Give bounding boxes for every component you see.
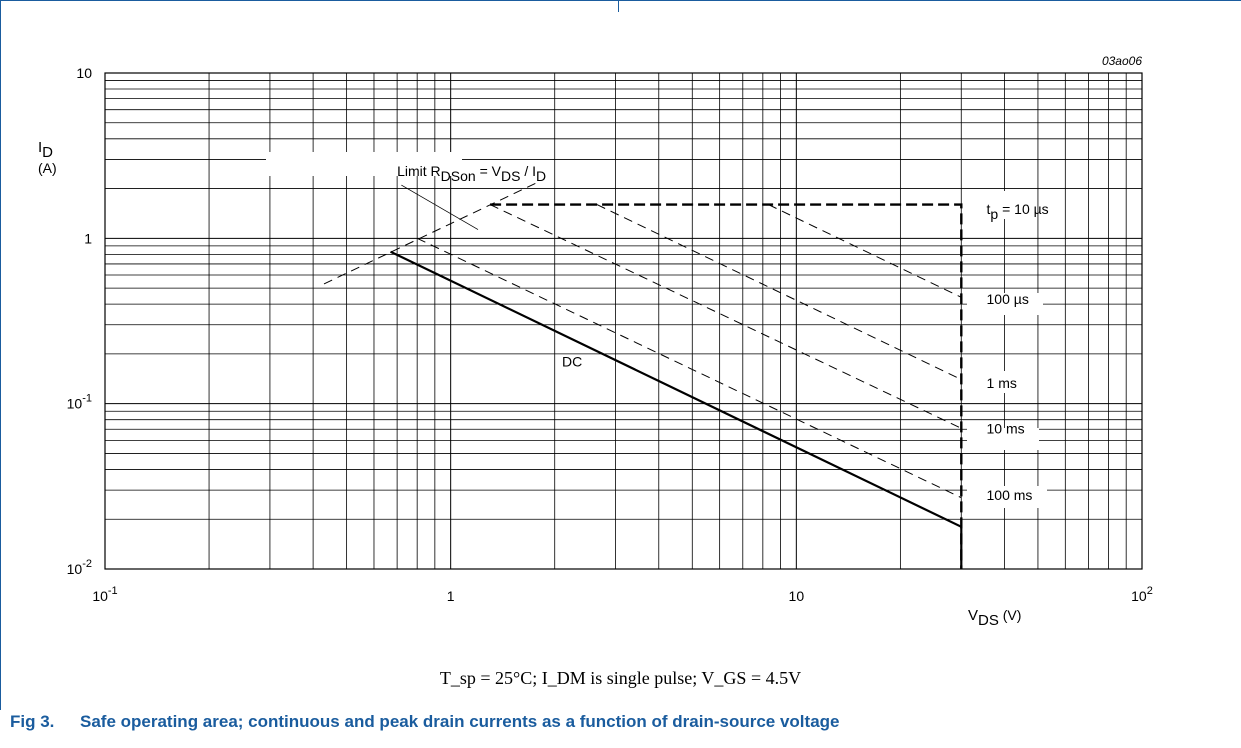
series-line bbox=[489, 204, 962, 429]
x-tick-label: 10-1 bbox=[92, 585, 117, 604]
annotation-leader bbox=[401, 184, 479, 230]
curve-label: 10 ms bbox=[987, 420, 1025, 436]
x-axis-label: VDS (V) bbox=[968, 607, 1021, 629]
figure-id-code: 03ao06 bbox=[1102, 54, 1142, 68]
label-background bbox=[965, 191, 1030, 219]
series-line bbox=[596, 204, 962, 380]
figure-number: Fig 3. bbox=[10, 712, 55, 731]
y-tick-label: 10-1 bbox=[67, 393, 92, 412]
curve-label: tp = 10 µs bbox=[987, 201, 1049, 222]
y-axis-label: ID bbox=[38, 139, 53, 161]
safe-operating-area-chart: tp = 10 µs 100 µs 1 ms 10 ms 100 ms DC Limit R… bbox=[38, 54, 1153, 629]
page-frame-divider bbox=[618, 0, 619, 12]
plot-frame bbox=[104, 72, 1143, 570]
series-line bbox=[323, 181, 540, 285]
x-tick-label: 102 bbox=[1131, 585, 1153, 604]
y-tick-label: 10 bbox=[76, 65, 92, 81]
x-tick-label: 10 bbox=[789, 588, 805, 604]
y-tick-label: 1 bbox=[84, 230, 92, 246]
y-axis-unit: (A) bbox=[38, 160, 57, 176]
curve-label: 100 ms bbox=[987, 487, 1033, 503]
chart-series bbox=[323, 181, 963, 569]
page-frame-top bbox=[0, 0, 1241, 1]
y-tick-label: 10-2 bbox=[67, 558, 92, 577]
annotation-label: Limit RDSon = VDS / ID bbox=[397, 163, 546, 184]
figure-title: Safe operating area; continuous and peak… bbox=[80, 712, 840, 731]
curve-label: 1 ms bbox=[987, 375, 1017, 391]
label-background bbox=[967, 293, 1043, 315]
curve-label: DC bbox=[562, 353, 582, 369]
series-line bbox=[390, 250, 963, 569]
label-background bbox=[967, 428, 1039, 450]
page-frame-left bbox=[0, 0, 1, 710]
x-tick-label: 1 bbox=[447, 588, 455, 604]
curve-label: 100 µs bbox=[987, 291, 1029, 307]
test-conditions: T_sp = 25°C; I_DM is single pulse; V_GS … bbox=[439, 668, 802, 688]
series-line bbox=[490, 203, 963, 569]
figure-caption: Fig 3. Safe operating area; continuous an… bbox=[10, 712, 840, 732]
label-background bbox=[967, 371, 1007, 393]
series-line bbox=[768, 204, 962, 298]
label-background bbox=[967, 486, 1047, 508]
chart-grid bbox=[104, 72, 1143, 570]
series-line bbox=[416, 237, 962, 499]
label-background bbox=[266, 152, 462, 176]
chart-labels: tp = 10 µs 100 µs 1 ms 10 ms 100 ms DC Limit R… bbox=[38, 54, 1153, 629]
